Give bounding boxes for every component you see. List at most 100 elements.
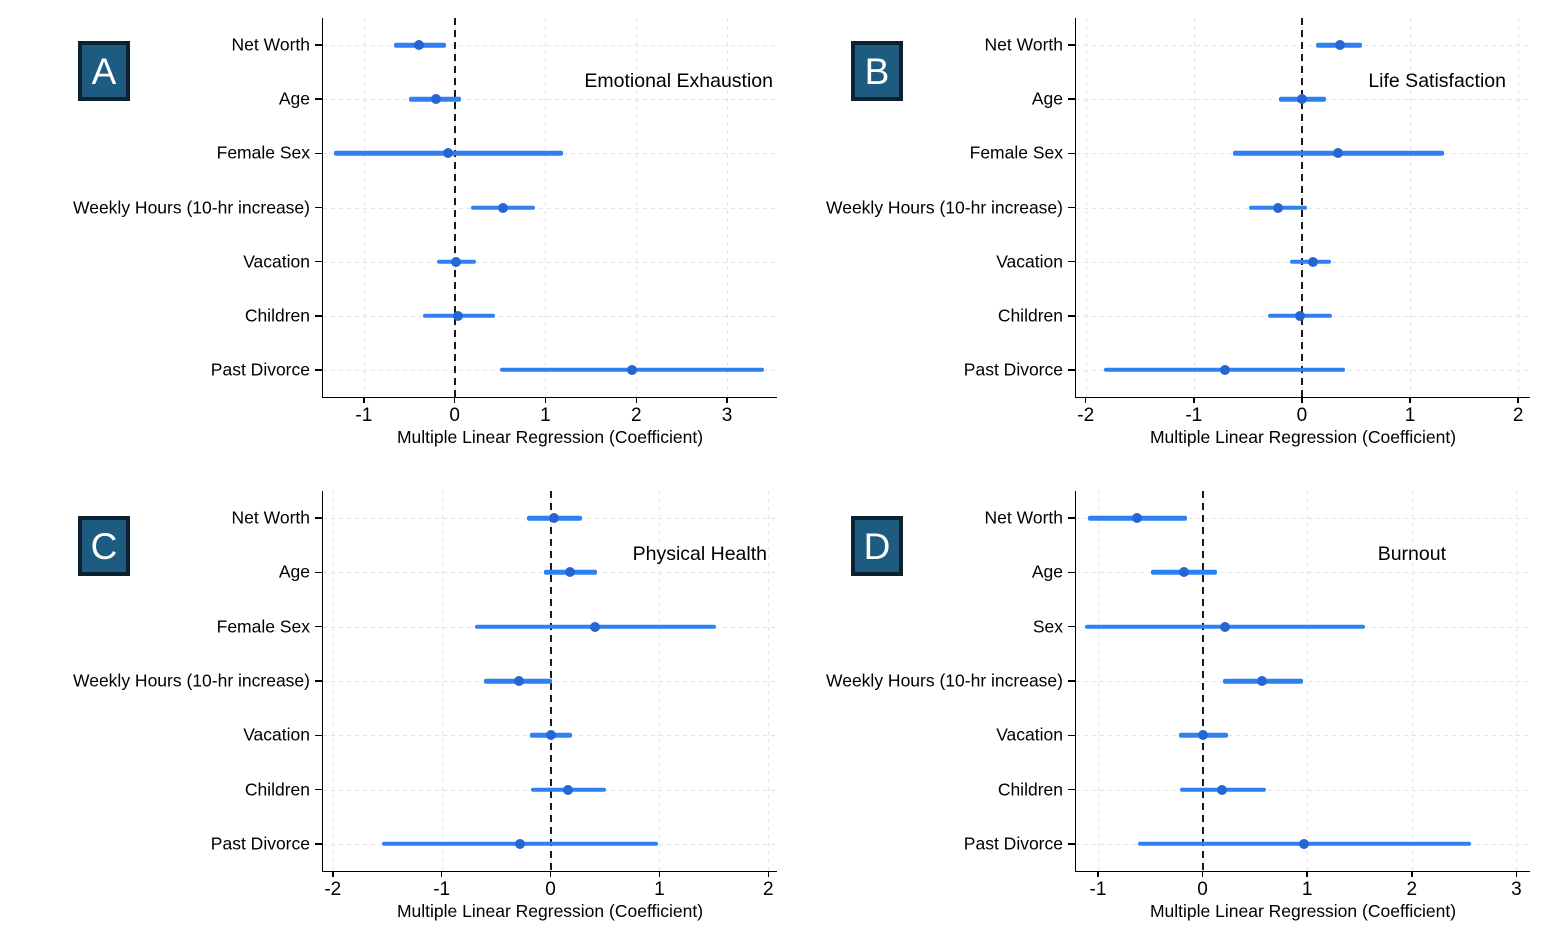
x-axis-title: Multiple Linear Regression (Coefficient) (1149, 901, 1457, 921)
x-axis-tick (1301, 397, 1303, 403)
y-axis-tick (315, 98, 323, 100)
x-axis-tick (1097, 871, 1099, 877)
point-estimate (1219, 621, 1230, 632)
point-estimate (513, 676, 524, 686)
y-axis-tick (1068, 98, 1076, 100)
gridline-y (323, 99, 777, 101)
y-axis-tick (315, 571, 323, 574)
point-estimate (1220, 364, 1231, 375)
category-label: Children (244, 305, 310, 326)
point-estimate (1273, 202, 1284, 213)
x-axis-title: Multiple Linear Regression (Coefficient) (396, 901, 704, 921)
point-estimate (414, 40, 425, 51)
point-estimate (562, 784, 573, 795)
category-label: Net Worth (984, 507, 1063, 528)
y-axis-tick (1068, 843, 1076, 845)
y-axis-tick (315, 625, 323, 628)
point-estimate (1197, 730, 1208, 741)
x-axis-tick (1411, 871, 1413, 877)
x-axis-tick (1517, 397, 1519, 403)
panel-title: Physical Health (632, 543, 767, 565)
x-axis-title: Multiple Linear Regression (Coefficient) (396, 427, 704, 447)
category-label: Female Sex (216, 142, 310, 163)
plot-area: -2 -1 0 1 2 Net Worth Age Female Sex Weekly Hour… (73, 491, 777, 921)
x-tick-label: 0 (545, 879, 556, 900)
point-estimate (626, 364, 637, 375)
zero-reference-line (453, 18, 456, 397)
category-label: Vacation (243, 724, 310, 745)
point-estimate (1296, 94, 1307, 105)
x-axis-tick (453, 397, 456, 403)
category-label: Weekly Hours (10-hr increase) (826, 197, 1063, 217)
x-axis-tick (544, 397, 547, 403)
category-label: Sex (1032, 616, 1063, 637)
y-axis-tick (1068, 625, 1076, 628)
x-tick-label: 1 (654, 879, 665, 900)
x-tick-label: 3 (721, 405, 733, 426)
gridline-y (1076, 735, 1530, 737)
panel-d: D -1 0 1 2 3 Net Worth Age Sex Weekly Hours (10-h… (773, 475, 1545, 950)
x-axis-tick (549, 871, 552, 877)
gridline-y (1076, 518, 1530, 520)
gridline-y (1076, 681, 1530, 682)
panel-letter-badge: A (78, 41, 130, 101)
y-axis-tick (1068, 152, 1076, 155)
point-estimate (443, 148, 454, 159)
gridline-y (1076, 45, 1530, 47)
panel-letter: A (91, 50, 117, 92)
category-label: Past Divorce (210, 833, 310, 854)
panel-letter-badge: B (851, 41, 903, 101)
y-axis-tick (315, 315, 323, 317)
x-axis-tick (767, 871, 770, 877)
gridline-y (323, 261, 777, 263)
category-label: Vacation (243, 251, 310, 272)
y-axis-tick (1068, 571, 1076, 574)
x-tick-label: 2 (1406, 879, 1418, 900)
y-axis-tick (1068, 206, 1076, 209)
x-tick-label: 2 (762, 879, 774, 900)
category-label: Past Divorce (210, 359, 310, 380)
gridline-y (1076, 572, 1530, 574)
x-axis-tick (1515, 871, 1518, 877)
x-axis-tick (1084, 397, 1087, 403)
panel-title: Life Satisfaction (1368, 70, 1506, 92)
y-axis-tick (315, 369, 323, 371)
x-axis-tick (1306, 871, 1308, 877)
point-estimate (1332, 148, 1343, 159)
category-label: Past Divorce (963, 833, 1063, 854)
x-axis-tick (332, 871, 334, 877)
panel-letter-badge: C (78, 516, 130, 576)
x-axis-tick (1201, 871, 1204, 877)
category-label: Vacation (996, 724, 1063, 745)
category-label: Weekly Hours (10-hr increase) (73, 670, 310, 691)
y-axis-tick (1068, 369, 1076, 371)
point-estimate (497, 202, 508, 213)
category-label: Weekly Hours (10-hr increase) (73, 197, 310, 217)
plot-area: -1 0 1 2 3 Net Worth Age Sex Weekly Hours (10-hr… (826, 491, 1530, 921)
category-label: Children (997, 779, 1063, 800)
panel-letter: D (863, 525, 891, 567)
y-axis-tick (1068, 44, 1076, 46)
y-axis-tick (1068, 680, 1076, 682)
x-tick-label: 0 (1296, 405, 1308, 426)
y-axis-tick (315, 260, 323, 263)
point-estimate (515, 838, 526, 849)
panel-letter: C (90, 525, 118, 567)
panel-letter: B (864, 50, 890, 92)
x-tick-label: -2 (1077, 405, 1095, 426)
y-axis-tick (315, 152, 323, 155)
point-estimate (1294, 310, 1305, 321)
x-axis-tick (726, 397, 728, 403)
x-tick-label: 3 (1511, 879, 1522, 900)
gridline-y (323, 315, 777, 317)
category-label: Vacation (996, 251, 1063, 272)
gridline-y (323, 45, 777, 47)
y-axis-tick (315, 843, 323, 845)
category-label: Past Divorce (963, 359, 1063, 380)
point-estimate (565, 567, 576, 578)
panel-title: Emotional Exhaustion (584, 70, 773, 92)
category-label: Net Worth (231, 34, 310, 55)
y-axis-tick (315, 206, 323, 209)
point-estimate (453, 310, 464, 321)
